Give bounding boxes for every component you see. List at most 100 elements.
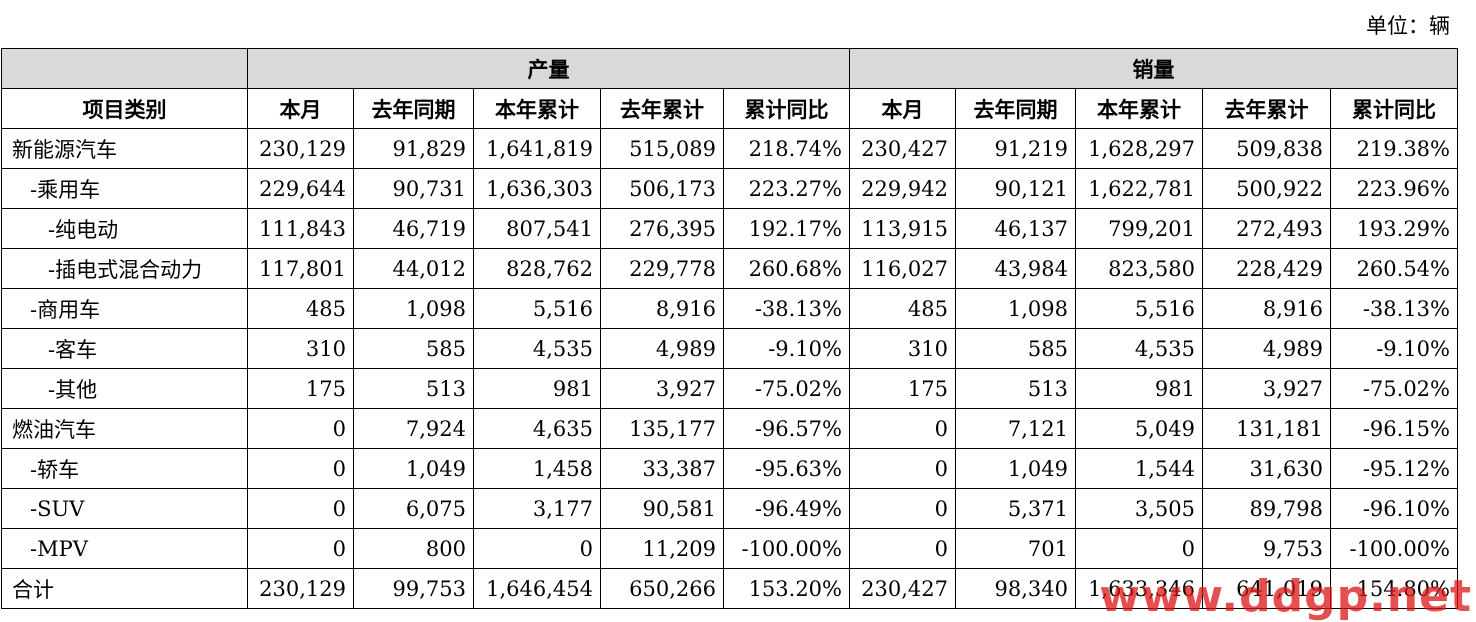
row-category: 燃油汽车 xyxy=(1,408,248,449)
sales-cell: 154.80% xyxy=(1330,568,1458,609)
sales-cell: -75.02% xyxy=(1330,368,1458,409)
sales-cell: 9,753 xyxy=(1202,528,1331,569)
column-header: 本年累计 xyxy=(1075,88,1203,129)
production-cell: 153.20% xyxy=(723,568,850,609)
sales-cell: 4,535 xyxy=(1075,328,1203,369)
sales-cell: 0 xyxy=(849,528,956,569)
category-column-header: 项目类别 xyxy=(1,88,248,129)
column-header: 去年累计 xyxy=(600,88,724,129)
sales-cell: 230,427 xyxy=(849,128,956,169)
production-cell: 485 xyxy=(247,288,354,329)
production-cell: 585 xyxy=(353,328,474,369)
column-header: 去年累计 xyxy=(1202,88,1331,129)
production-cell: 229,644 xyxy=(247,168,354,209)
sales-cell: 1,098 xyxy=(955,288,1076,329)
production-cell: 229,778 xyxy=(600,248,724,289)
table-row: -客车 310 585 4,535 4,989 -9.10% 310 585 4,535 4,98… xyxy=(1,328,1458,369)
sales-cell: 272,493 xyxy=(1202,208,1331,249)
production-cell: 117,801 xyxy=(247,248,354,289)
row-category: -客车 xyxy=(1,328,248,369)
production-cell: -96.57% xyxy=(723,408,850,449)
sales-cell: 585 xyxy=(955,328,1076,369)
table-row: -插电式混合动力 117,801 44,012 828,762 229,778 260.6… xyxy=(1,248,1458,289)
production-cell: 1,049 xyxy=(353,448,474,489)
sales-cell: -9.10% xyxy=(1330,328,1458,369)
production-cell: -100.00% xyxy=(723,528,850,569)
sales-cell: 485 xyxy=(849,288,956,329)
sales-cell: 116,027 xyxy=(849,248,956,289)
sales-cell: 260.54% xyxy=(1330,248,1458,289)
column-header-row: 项目类别 本月 去年同期 本年累计 去年累计 累计同比 本月 去年同期 本年累计 去年累计 累计同比 xyxy=(1,88,1458,129)
sales-cell: 513 xyxy=(955,368,1076,409)
production-cell: -96.49% xyxy=(723,488,850,529)
column-header: 累计同比 xyxy=(1330,88,1458,129)
production-cell: 807,541 xyxy=(473,208,601,249)
sales-cell: 1,544 xyxy=(1075,448,1203,489)
column-header: 去年同期 xyxy=(353,88,474,129)
production-cell: 11,209 xyxy=(600,528,724,569)
table-row: -其他 175 513 981 3,927 -75.02% 175 513 981 3,927 -7… xyxy=(1,368,1458,409)
table-row: 新能源汽车 230,129 91,829 1,641,819 515,089 218.74… xyxy=(1,128,1458,169)
sales-cell: -100.00% xyxy=(1330,528,1458,569)
group-header-row: 产量 销量 xyxy=(1,48,1458,89)
row-category: 新能源汽车 xyxy=(1,128,248,169)
production-header: 产量 xyxy=(247,48,850,89)
sales-cell: 641,019 xyxy=(1202,568,1331,609)
production-cell: -95.63% xyxy=(723,448,850,489)
table-body: 新能源汽车 230,129 91,829 1,641,819 515,089 218.74… xyxy=(1,128,1458,609)
production-cell: 7,924 xyxy=(353,408,474,449)
table-row: -MPV 0 800 0 11,209 -100.00% 0 701 0 9,753 -100.00… xyxy=(1,528,1458,569)
sales-cell: -96.10% xyxy=(1330,488,1458,529)
sales-cell: 5,049 xyxy=(1075,408,1203,449)
production-cell: 4,535 xyxy=(473,328,601,369)
column-header: 本月 xyxy=(849,88,956,129)
production-cell: 91,829 xyxy=(353,128,474,169)
production-cell: 0 xyxy=(247,408,354,449)
sales-cell: 1,049 xyxy=(955,448,1076,489)
sales-cell: 823,580 xyxy=(1075,248,1203,289)
sales-cell: 228,429 xyxy=(1202,248,1331,289)
row-category: 合计 xyxy=(1,568,248,609)
production-cell: 192.17% xyxy=(723,208,850,249)
production-cell: 175 xyxy=(247,368,354,409)
row-category: -纯电动 xyxy=(1,208,248,249)
production-cell: -9.10% xyxy=(723,328,850,369)
sales-cell: 500,922 xyxy=(1202,168,1331,209)
corner-cell xyxy=(1,48,248,89)
production-cell: 218.74% xyxy=(723,128,850,169)
sales-cell: 90,121 xyxy=(955,168,1076,209)
sales-cell: 3,927 xyxy=(1202,368,1331,409)
sales-cell: 1,633,346 xyxy=(1075,568,1203,609)
sales-cell: -95.12% xyxy=(1330,448,1458,489)
sales-cell: 219.38% xyxy=(1330,128,1458,169)
production-cell: 0 xyxy=(473,528,601,569)
production-cell: 513 xyxy=(353,368,474,409)
production-cell: 90,731 xyxy=(353,168,474,209)
row-category: -其他 xyxy=(1,368,248,409)
sales-cell: 5,516 xyxy=(1075,288,1203,329)
table-row: -乘用车 229,644 90,731 1,636,303 506,173 223.27%… xyxy=(1,168,1458,209)
row-category: -SUV xyxy=(1,488,248,529)
sales-cell: 1,628,297 xyxy=(1075,128,1203,169)
watermark: www.ddgp.net xyxy=(1099,571,1472,622)
production-cell: 4,989 xyxy=(600,328,724,369)
production-cell: 0 xyxy=(247,528,354,569)
row-category: -MPV xyxy=(1,528,248,569)
production-cell: -38.13% xyxy=(723,288,850,329)
table-row: -纯电动 111,843 46,719 807,541 276,395 192.17% 11… xyxy=(1,208,1458,249)
sales-cell: 8,916 xyxy=(1202,288,1331,329)
production-cell: 650,266 xyxy=(600,568,724,609)
sales-header: 销量 xyxy=(849,48,1458,89)
row-category: -乘用车 xyxy=(1,168,248,209)
sales-cell: 310 xyxy=(849,328,956,369)
production-cell: 111,843 xyxy=(247,208,354,249)
production-cell: 8,916 xyxy=(600,288,724,329)
production-sales-table: 产量 销量 项目类别 本月 去年同期 本年累计 去年累计 累计同比 本月 去年同期 本年累计 去年… xyxy=(1,48,1458,609)
sales-cell: 1,622,781 xyxy=(1075,168,1203,209)
sales-cell: 98,340 xyxy=(955,568,1076,609)
sales-cell: 0 xyxy=(849,408,956,449)
production-cell: 1,641,819 xyxy=(473,128,601,169)
production-cell: 310 xyxy=(247,328,354,369)
production-cell: 506,173 xyxy=(600,168,724,209)
row-category: -插电式混合动力 xyxy=(1,248,248,289)
